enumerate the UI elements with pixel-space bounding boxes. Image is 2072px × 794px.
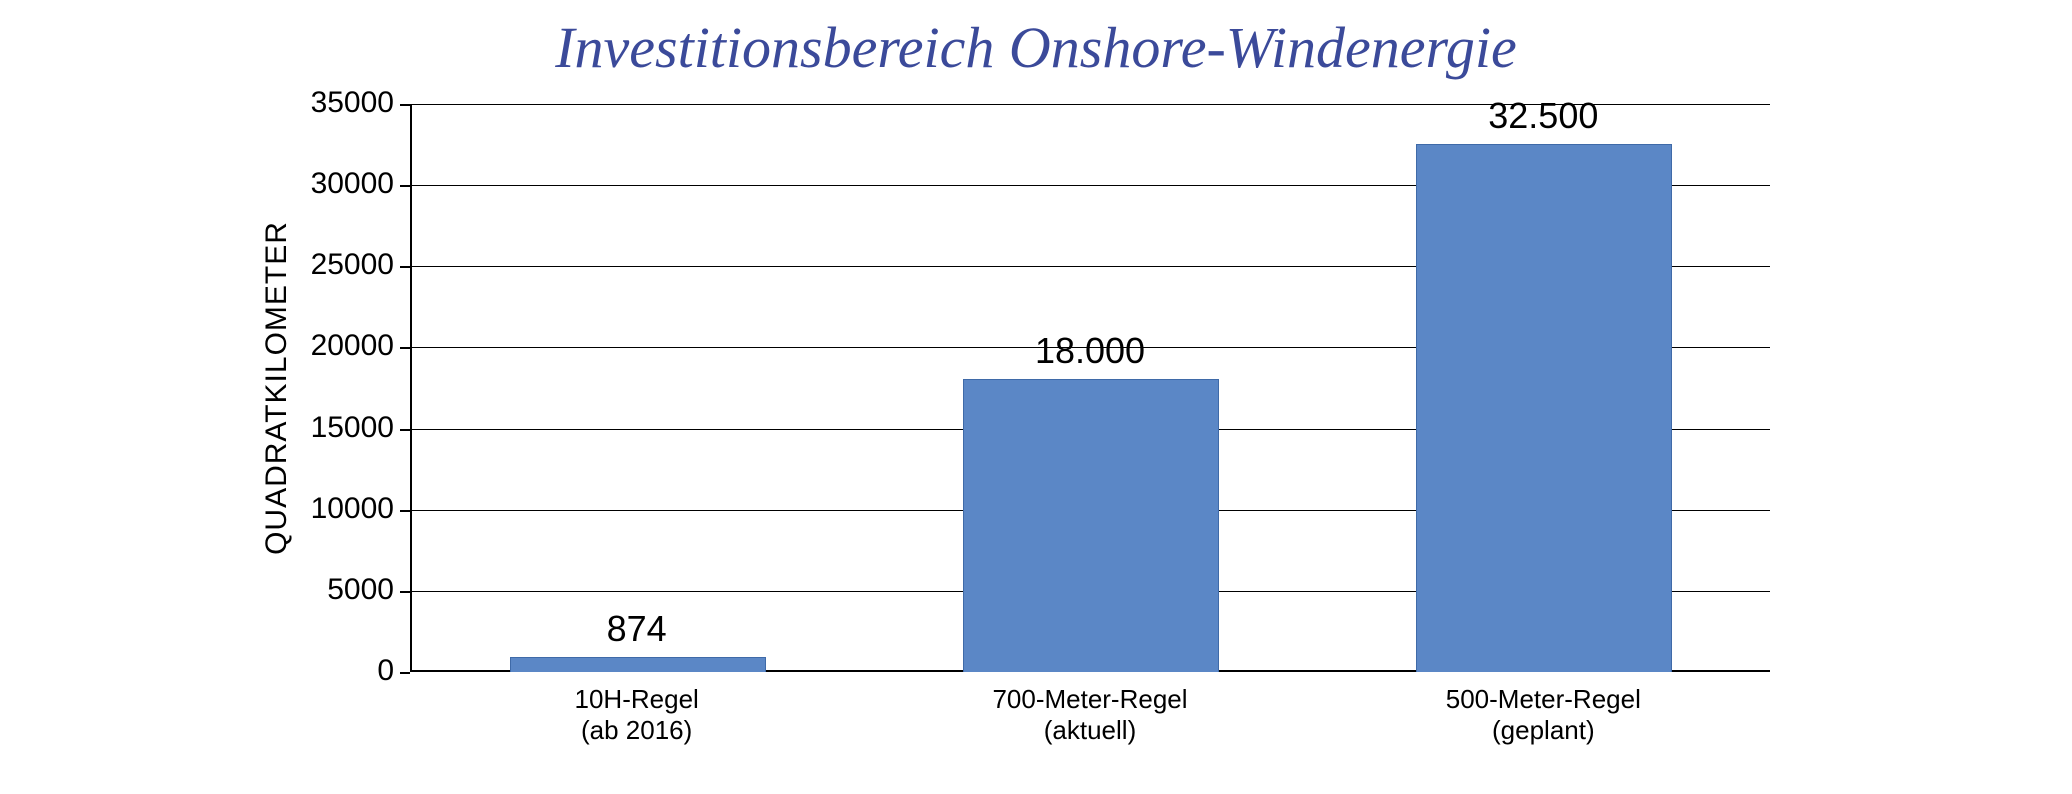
y-tick-mark: [400, 429, 410, 431]
bar-value-label: 874: [410, 608, 863, 650]
category-label-line1: 500-Meter-Regel: [1317, 684, 1770, 715]
category-label: 500-Meter-Regel(geplant): [1317, 684, 1770, 746]
y-tick-label: 0: [284, 654, 394, 688]
y-tick-label: 30000: [284, 167, 394, 201]
bar: [963, 379, 1219, 672]
category-label-line1: 10H-Regel: [410, 684, 863, 715]
y-tick-label: 20000: [284, 329, 394, 363]
plot-area: 0500010000150002000025000300003500087410…: [410, 104, 1770, 672]
bar: [1416, 144, 1672, 672]
category-label-line2: (aktuell): [863, 715, 1316, 746]
y-tick-label: 25000: [284, 248, 394, 282]
y-tick-mark: [400, 347, 410, 349]
y-axis-line: [410, 104, 412, 672]
y-tick-mark: [400, 266, 410, 268]
category-label: 10H-Regel(ab 2016): [410, 684, 863, 746]
category-label: 700-Meter-Regel(aktuell): [863, 684, 1316, 746]
chart-title: Investitionsbereich Onshore-Windenergie: [0, 14, 2072, 81]
y-tick-label: 15000: [284, 411, 394, 445]
category-label-line1: 700-Meter-Regel: [863, 684, 1316, 715]
y-tick-label: 35000: [284, 86, 394, 120]
y-tick-mark: [400, 185, 410, 187]
y-tick-label: 5000: [284, 573, 394, 607]
bar: [510, 657, 766, 672]
chart-container: Investitionsbereich Onshore-Windenergie …: [0, 0, 2072, 794]
category-label-line2: (ab 2016): [410, 715, 863, 746]
bar-value-label: 18.000: [863, 330, 1316, 372]
y-tick-mark: [400, 104, 410, 106]
category-label-line2: (geplant): [1317, 715, 1770, 746]
y-tick-mark: [400, 510, 410, 512]
y-tick-mark: [400, 672, 410, 674]
y-tick-mark: [400, 591, 410, 593]
y-tick-label: 10000: [284, 492, 394, 526]
bar-value-label: 32.500: [1317, 95, 1770, 137]
